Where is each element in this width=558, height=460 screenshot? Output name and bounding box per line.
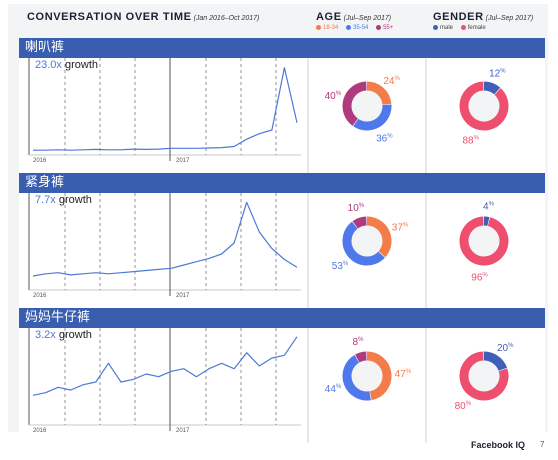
gender-title: GENDER [433,11,484,23]
donut-segment [459,81,509,131]
donut-center [468,225,500,257]
age-title: AGE [316,11,342,23]
donut-segment [459,216,509,266]
section-title-bar: 喇叭裤 [19,38,545,58]
page-number: 7 [540,440,545,449]
year-label: 2017 [176,158,190,164]
facebook-iq-logo: Facebook IQ [471,440,526,450]
donut-segment [352,216,367,229]
section-chart: 2016 2017 37% 53% 10% 4% 96% [28,193,509,308]
section-title-bar: 紧身裤 [19,173,545,193]
donut-label: 53% [332,261,349,272]
donut-label: 96% [471,273,488,284]
donut-segment [353,104,392,131]
gender-legend-item: female [460,25,486,32]
donut-label: 10% [348,203,365,214]
age-legend-label: 55+ [383,25,394,32]
age-legend-label: 35-54 [353,25,369,32]
donut-label: 24% [383,76,400,87]
donut-segment [342,221,385,266]
donut-segment [366,216,392,258]
series-line [32,201,298,277]
gender-subtitle: (Jul–Sep 2017) [485,15,534,22]
donut-center [468,360,500,392]
legend-dot [433,25,438,30]
donut-label: 80% [455,401,472,412]
donut-segment [366,81,392,105]
conversation-header: CONVERSATION OVER TIME (Jan 2016–Oct 2017… [27,11,259,23]
donut-label: 12% [489,69,506,80]
growth-label: 7.7x growth [35,194,92,206]
section-title-bar: 妈妈牛仔裤 [19,308,545,328]
legend-dot [460,25,466,30]
gender-legend-item: male [433,25,453,31]
age-header: AGE (Jul–Sep 2017) [316,11,391,23]
series-line [33,67,298,151]
donut-label: 47% [395,369,412,380]
age-legend-label: 18-34 [323,25,339,32]
donut-segment [342,81,367,126]
growth-word: growth [64,59,99,71]
section-chart: 2016 2017 24% 36% 40% 12% 88% [28,58,509,173]
donut-segment [366,351,392,401]
growth-word: growth [58,194,92,206]
gender-legend-label: female [467,25,486,32]
age-legend: 18-34 35-54 55+ [316,25,399,31]
growth-value: 7.7x [35,194,56,206]
series-line [32,336,298,396]
donut-label: 37% [392,223,409,234]
gender-legend-label: male [440,25,454,32]
donut-center [351,225,383,257]
age-legend-item: 35-54 [346,25,368,31]
donut-center [351,360,383,392]
growth-word: growth [58,329,92,341]
donut-segment [483,81,501,95]
conversation-subtitle: (Jan 2016–Oct 2017) [193,15,260,22]
year-label: 2017 [176,428,190,434]
legend-dot [376,25,382,30]
donut-segment [483,351,508,372]
section-card: 2016 2017 24% 36% 40% 12% 88% 23.0x growth [19,58,545,173]
donut-segment [355,351,367,363]
donut-label: 44% [325,384,342,395]
age-subtitle: (Jul–Sep 2017) [343,15,392,22]
donut-label: 8% [353,337,365,348]
donut-center [468,90,500,122]
donut-label: 20% [497,343,514,354]
legend-dot [316,25,321,30]
donut-label: 36% [376,134,393,145]
age-legend-item: 55+ [376,25,393,31]
donut-segment [342,354,371,401]
donut-center [351,90,383,122]
year-label: 2016 [33,293,47,299]
year-label: 2016 [33,158,47,164]
legend-dot [346,25,352,30]
age-legend-item: 18-34 [316,25,338,31]
growth-label: 23.0x growth [35,59,98,71]
donut-label: 4% [483,201,495,212]
growth-label: 3.2x growth [35,329,92,341]
growth-value: 3.2x [35,329,56,341]
year-label: 2017 [176,293,190,299]
section-card: 2016 2017 37% 53% 10% 4% 96% 7.7x growth [19,193,545,308]
growth-value: 23.0x [35,59,62,71]
donut-segment [459,351,509,401]
conversation-title: CONVERSATION OVER TIME [27,11,192,23]
donut-label: 40% [325,91,342,102]
year-label: 2016 [33,428,47,434]
gender-legend: male female [433,25,492,31]
section-card: 2016 2017 47% 44% 8% 20% 80% 3.2x growth [19,328,545,443]
section-chart: 2016 2017 47% 44% 8% 20% 80% [28,328,514,443]
gender-header: GENDER (Jul–Sep 2017) [433,11,533,23]
donut-label: 88% [462,136,479,147]
